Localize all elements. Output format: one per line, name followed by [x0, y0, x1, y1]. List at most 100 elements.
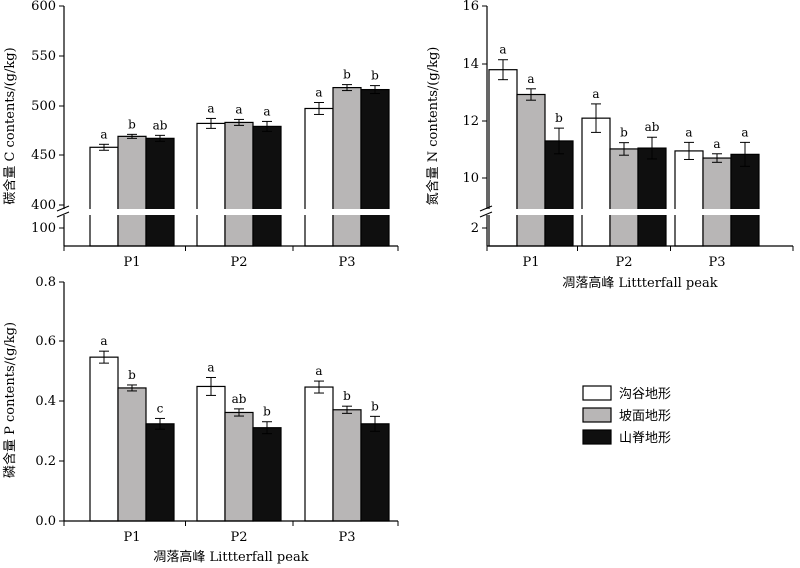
y-tick-label: 600	[31, 0, 56, 14]
bar	[360, 423, 390, 522]
y-tick-label: 0.6	[35, 334, 56, 349]
bar	[544, 140, 574, 247]
x-tick-label: P3	[708, 255, 725, 270]
significance-label: a	[263, 104, 270, 118]
y-tick-label: 0.4	[35, 394, 56, 409]
bar	[252, 125, 282, 247]
axis-break-mark	[56, 205, 70, 212]
significance-label: a	[527, 72, 534, 86]
y-tick-label: 2	[471, 221, 479, 236]
significance-label: a	[741, 125, 748, 139]
y-axis-title: 碳含量 C contents/(g/kg)	[2, 47, 18, 204]
significance-label: a	[207, 101, 214, 115]
y-tick-label: 550	[31, 49, 56, 64]
significance-label: b	[343, 389, 351, 403]
axis-break-mark	[56, 211, 70, 218]
y-tick-label: 500	[31, 99, 56, 114]
axis-break-gap	[50, 209, 398, 215]
axis-break-gap	[473, 209, 793, 215]
y-tick-label: 400	[31, 198, 56, 213]
significance-label: b	[555, 111, 563, 125]
bar	[702, 157, 732, 247]
significance-label: c	[157, 401, 164, 415]
bar	[304, 107, 334, 247]
legend-label: 沟谷地形	[619, 387, 671, 402]
bar	[730, 153, 760, 247]
x-tick-label: P1	[123, 530, 140, 545]
significance-label: b	[620, 126, 628, 140]
bar	[224, 411, 254, 522]
bar	[196, 122, 226, 247]
significance-label: a	[315, 86, 322, 100]
bar	[488, 69, 518, 247]
x-tick-label: P2	[230, 255, 247, 270]
significance-label: b	[371, 399, 379, 413]
y-tick-label: 100	[31, 221, 56, 236]
significance-label: b	[128, 368, 136, 382]
x-tick-label: P2	[615, 255, 632, 270]
y-tick-label: 12	[462, 114, 479, 129]
bar	[89, 356, 119, 522]
x-tick-label: P3	[338, 530, 355, 545]
bar	[196, 385, 226, 522]
x-tick-label: P1	[522, 255, 539, 270]
y-tick-label: 0.2	[35, 454, 56, 469]
significance-label: a	[713, 137, 720, 151]
legend-swatch	[582, 407, 612, 423]
bar	[516, 93, 546, 247]
axis-break-mark	[479, 211, 493, 218]
bar	[304, 386, 334, 522]
bar	[674, 150, 704, 247]
x-tick-label: P3	[338, 255, 355, 270]
bar	[145, 137, 175, 247]
legend-swatch	[582, 385, 612, 401]
x-axis-title: 凋落高峰 Littterfall peak	[153, 549, 308, 565]
legend-label: 山脊地形	[619, 431, 671, 446]
significance-label: a	[685, 125, 692, 139]
significance-label: a	[207, 360, 214, 374]
bar	[581, 117, 611, 247]
y-tick-label: 450	[31, 148, 56, 163]
bar	[252, 427, 282, 522]
significance-label: a	[235, 102, 242, 116]
legend-label: 坡面地形	[619, 409, 671, 424]
y-tick-label: 0.8	[35, 275, 56, 290]
y-tick-label: 14	[462, 57, 479, 72]
significance-label: b	[128, 117, 136, 131]
y-tick-label: 16	[462, 0, 479, 14]
legend-swatch	[582, 429, 612, 445]
significance-label: ab	[645, 120, 660, 134]
significance-label: a	[100, 127, 107, 141]
bar	[332, 409, 362, 522]
x-tick-label: P2	[230, 530, 247, 545]
significance-label: a	[100, 334, 107, 348]
bar	[637, 147, 667, 247]
significance-label: b	[263, 405, 271, 419]
y-tick-label: 10	[462, 171, 479, 186]
significance-label: ab	[153, 118, 168, 132]
bar	[332, 86, 362, 247]
axis-break-mark	[479, 205, 493, 212]
significance-label: a	[592, 87, 599, 101]
x-tick-label: P1	[123, 255, 140, 270]
significance-label: b	[343, 68, 351, 82]
x-axis-title: 凋落高峰 Littterfall peak	[562, 275, 717, 291]
bar	[117, 387, 147, 522]
significance-label: a	[315, 364, 322, 378]
bar	[145, 423, 175, 522]
y-axis-title: 磷含量 P contents/(g/kg)	[2, 322, 18, 478]
y-axis-title: 氮含量 N contents/(g/kg)	[425, 47, 441, 206]
bar	[224, 121, 254, 247]
bar	[360, 88, 390, 247]
significance-label: a	[499, 43, 506, 57]
significance-label: b	[371, 69, 379, 83]
y-tick-label: 0.0	[35, 514, 56, 529]
bar	[89, 146, 119, 247]
bar	[117, 135, 147, 247]
significance-label: ab	[232, 392, 247, 406]
